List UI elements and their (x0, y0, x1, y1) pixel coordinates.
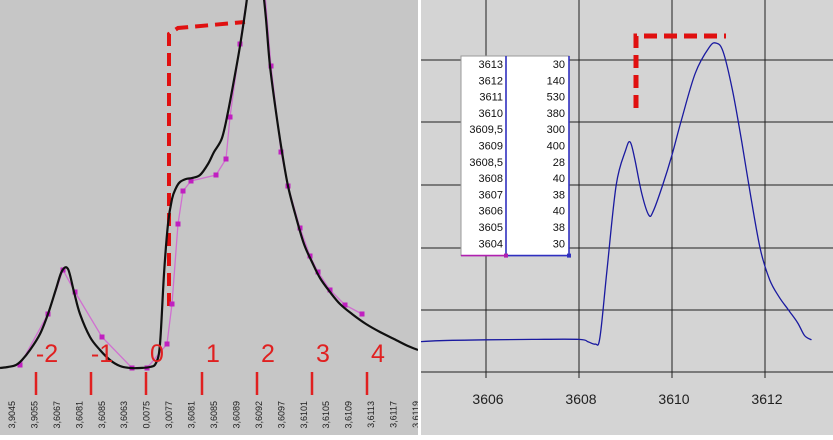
table-cell-x: 3613 (479, 59, 503, 71)
order-label: -2 (36, 340, 58, 368)
table-cell-x: 3606 (479, 206, 503, 218)
order-label: 0 (150, 340, 164, 368)
x-tick-label: 3,6085 (209, 401, 219, 429)
table-cell-value: 530 (547, 92, 565, 104)
x-tick-label: 3,6089 (231, 401, 241, 429)
x-tick-label: 3,6109 (344, 401, 354, 429)
table-cell-x: 3607 (479, 189, 503, 201)
magenta-data-point (359, 311, 365, 317)
table-cell-x: 3612 (479, 75, 503, 87)
x-tick-label: 3,9045 (7, 401, 17, 429)
magenta-data-point (327, 287, 333, 293)
x-tick-label: 3,6101 (299, 401, 309, 429)
order-label: -1 (91, 340, 113, 368)
data-table: 3613 30 3612 140 3611 530 3610 380 3609,5 300 3609… (460, 55, 571, 258)
x-tick-label: 3,0077 (164, 401, 174, 429)
table-cell-value: 40 (553, 206, 565, 218)
x-tick-label: 3606 (472, 391, 503, 407)
table-cell-value: 300 (547, 124, 565, 136)
left-chart: -2 -1 0 1 2 3 4 3,9045 3,9055 3,6067 3,6081 3,6085 3… (0, 0, 421, 429)
table-corner-handle (504, 253, 508, 258)
table-cell-x: 3608 (479, 173, 503, 185)
table-cell-value: 380 (547, 108, 565, 120)
table-cell-x: 3609,5 (469, 124, 503, 136)
table-cell-value: 38 (553, 222, 565, 234)
table-cell-x: 3608,5 (469, 157, 503, 169)
magenta-data-point (99, 334, 105, 340)
x-tick-label: 3608 (565, 391, 596, 407)
order-label: 3 (316, 340, 330, 368)
magenta-series-line (19, 0, 363, 369)
order-label: 1 (206, 340, 220, 368)
magenta-data-point (180, 188, 186, 194)
magenta-data-point (17, 362, 23, 368)
magenta-data-point (342, 302, 348, 308)
x-tick-label: 0,0075 (142, 401, 152, 429)
table-cell-value: 30 (553, 238, 565, 250)
order-label: 2 (261, 340, 275, 368)
table-cell-value: 400 (547, 141, 565, 153)
x-tick-label: 3612 (751, 391, 782, 407)
magenta-data-point (227, 114, 233, 120)
table-cell-value: 40 (553, 173, 565, 185)
x-tick-label: 3,6081 (74, 401, 84, 429)
magenta-data-point (213, 172, 219, 178)
table-cell-x: 3610 (479, 108, 503, 120)
x-tick-label: 3,9055 (29, 401, 39, 429)
x-tick-label: 3,6113 (366, 401, 376, 428)
x-tick-label: 3,6117 (389, 401, 399, 428)
magenta-data-point (164, 341, 170, 347)
red-dashed-outline (633, 33, 726, 108)
table-cell-x: 3604 (479, 238, 503, 250)
table-cell-x: 3605 (479, 222, 503, 234)
x-tick-label: 3,6081 (187, 401, 197, 429)
left-chart-panel: -2 -1 0 1 2 3 4 3,9045 3,9055 3,6067 3,6081 3,6085 3… (0, 0, 421, 435)
x-tick-label: 3,6092 (254, 401, 264, 429)
table-cell-value: 140 (547, 75, 565, 87)
table-cell-value: 28 (553, 157, 565, 169)
blue-series-line (416, 42, 812, 346)
right-chart: 3606 3608 3610 3612 3613 30 3612 140 3611 530 3610… (416, 0, 833, 407)
table-cell-x: 3611 (479, 92, 503, 104)
black-series-line (0, 0, 419, 370)
table-corner-handle (567, 253, 571, 258)
x-tick-label: 3,6105 (321, 401, 331, 429)
x-tick-label: 3,6097 (276, 401, 286, 429)
x-tick-label: 3,6063 (119, 401, 129, 429)
table-cell-value: 38 (553, 189, 565, 201)
x-tick-label: 3,6085 (97, 401, 107, 429)
table-background (460, 55, 570, 257)
right-chart-panel: 3606 3608 3610 3612 3613 30 3612 140 3611 530 3610… (416, 0, 833, 435)
magenta-data-point (169, 301, 175, 307)
magenta-data-point (188, 178, 194, 184)
order-label: 4 (371, 340, 385, 368)
x-tick-label: 3,6119 (411, 401, 418, 428)
magenta-data-point (175, 221, 181, 227)
magenta-data-point (223, 156, 229, 162)
x-tick-label: 3610 (658, 391, 689, 407)
x-tick-label: 3,6067 (52, 401, 62, 429)
table-cell-value: 30 (553, 59, 565, 71)
table-cell-x: 3609 (479, 141, 503, 153)
